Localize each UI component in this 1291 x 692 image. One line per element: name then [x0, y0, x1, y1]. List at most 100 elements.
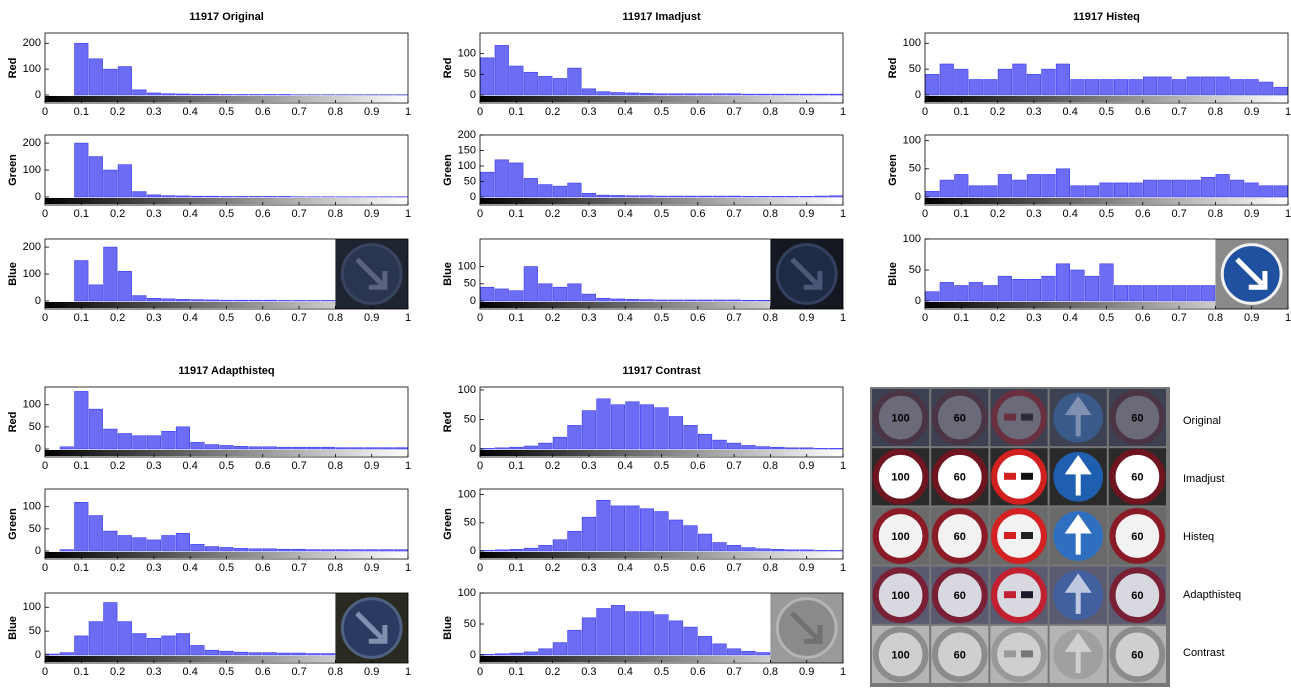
- histogram-bar: [176, 299, 190, 301]
- x-tick-label: 0.1: [74, 562, 89, 574]
- x-tick-label: 0.3: [146, 562, 161, 574]
- histogram-bar: [292, 653, 306, 655]
- x-tick-label: 0.7: [1171, 312, 1186, 324]
- x-tick-label: 0.3: [1026, 312, 1041, 324]
- histogram-bar: [75, 143, 89, 197]
- y-tick-label: 0: [35, 295, 41, 307]
- histogram-bar: [785, 550, 799, 551]
- histogram-bar: [234, 446, 248, 449]
- histogram-bar: [176, 196, 190, 197]
- histogram-bar: [1143, 180, 1157, 197]
- y-tick-label: 100: [23, 164, 41, 176]
- histogram-bar: [1129, 80, 1143, 96]
- x-tick-label: 0.7: [291, 208, 306, 220]
- histogram-bar: [336, 448, 350, 449]
- y-tick-label: 0: [915, 191, 921, 203]
- histogram-bar: [582, 89, 596, 95]
- histogram-bar: [713, 300, 727, 301]
- histogram-bar: [118, 536, 132, 552]
- y-tick-label: 0: [470, 89, 476, 101]
- histogram-bar: [307, 300, 321, 301]
- y-axis-label: Green: [7, 508, 19, 540]
- histogram-bar: [1100, 183, 1114, 197]
- histogram-bar: [1027, 279, 1041, 301]
- histogram-bar: [1158, 286, 1172, 302]
- histogram-bar: [147, 436, 161, 449]
- y-axis-label: Red: [442, 412, 454, 433]
- histogram-bar: [955, 286, 969, 302]
- histogram-bar: [969, 80, 983, 96]
- histogram-bar: [698, 434, 712, 449]
- y-tick-label: 100: [23, 601, 41, 613]
- histogram-bar: [249, 447, 263, 449]
- histogram-bar: [684, 627, 698, 655]
- x-tick-label: 0.7: [726, 666, 741, 678]
- x-tick-label: 0.8: [328, 562, 343, 574]
- histogram-bar: [969, 186, 983, 197]
- x-tick-label: 0: [477, 106, 483, 118]
- histogram-bar: [1216, 174, 1230, 197]
- histogram-bar: [89, 285, 103, 301]
- y-tick-label: 100: [458, 260, 476, 272]
- histogram-bar: [249, 196, 263, 197]
- histogram-bar: [984, 186, 998, 197]
- y-tick-label: 50: [464, 413, 476, 425]
- x-tick-label: 0.5: [654, 312, 669, 324]
- y-axis-label: Blue: [7, 616, 19, 640]
- histogram-bar: [263, 94, 277, 95]
- sign-disc: [994, 393, 1044, 443]
- histogram-bar: [89, 409, 103, 449]
- histogram-bar: [176, 427, 190, 449]
- sign-car-red: [1004, 473, 1016, 480]
- histogram-bar: [1042, 276, 1056, 301]
- histogram-bar: [539, 284, 553, 301]
- histogram-bar: [698, 300, 712, 301]
- x-tick-label: 0.6: [255, 562, 270, 574]
- sign-number: 100: [891, 472, 909, 484]
- histogram-bar: [568, 68, 582, 95]
- y-tick-label: 200: [23, 37, 41, 49]
- y-tick-label: 100: [458, 489, 476, 501]
- y-tick-label: 0: [35, 89, 41, 101]
- histogram-bar: [1172, 286, 1186, 302]
- histogram-bar: [176, 533, 190, 551]
- histogram-bar: [336, 550, 350, 551]
- x-tick-label: 0: [42, 562, 48, 574]
- x-tick-label: 0.2: [545, 208, 560, 220]
- histogram-bar: [1085, 186, 1099, 197]
- histogram-bar: [1230, 180, 1244, 197]
- histogram-bar: [669, 300, 683, 301]
- histogram-bar: [926, 191, 940, 197]
- y-axis-label: Green: [442, 508, 454, 540]
- histogram-bar: [104, 429, 118, 449]
- histogram-bar: [321, 550, 335, 551]
- histogram-bar: [394, 448, 408, 449]
- channel-thumbnail: [770, 239, 843, 309]
- x-tick-label: 0.1: [74, 106, 89, 118]
- x-tick-label: 0.5: [219, 312, 234, 324]
- histogram-bar: [800, 550, 814, 551]
- histogram-bar: [684, 94, 698, 95]
- histogram-bar: [742, 300, 756, 301]
- histogram-bar: [104, 247, 118, 301]
- histogram-bar: [940, 282, 954, 301]
- histogram-bar: [75, 261, 89, 301]
- histogram-bar: [727, 443, 741, 449]
- x-tick-label: 0.1: [954, 312, 969, 324]
- histogram-bar: [249, 94, 263, 95]
- histogram-bar: [1100, 264, 1114, 301]
- x-tick-label: 0.8: [328, 208, 343, 220]
- histogram-bar: [162, 536, 176, 552]
- histogram-bar: [669, 417, 683, 449]
- sign-number: 100: [891, 413, 909, 425]
- histogram-bar: [133, 90, 147, 95]
- histogram-bar: [104, 603, 118, 655]
- histogram-bar: [1056, 169, 1070, 197]
- x-tick-label: 0.9: [799, 208, 814, 220]
- x-tick-label: 0.9: [799, 312, 814, 324]
- histogram-bar: [321, 447, 335, 449]
- histogram-bar: [553, 643, 567, 655]
- histogram-bar: [1071, 80, 1085, 96]
- x-tick-label: 0: [477, 666, 483, 678]
- y-axis-label: Red: [7, 412, 19, 433]
